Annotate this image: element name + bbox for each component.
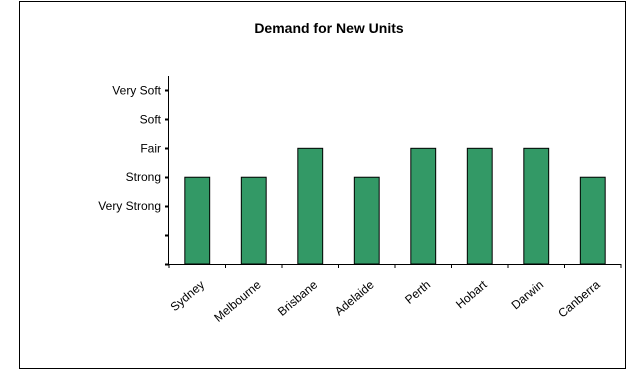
x-tick-label: Sydney: [168, 278, 208, 314]
x-axis-ticks: Sydney Melbourne Brisbane Adelaide Perth Hoba…: [168, 264, 622, 325]
y-axis-ticks: Very Strong Strong Fair Soft Very Soft: [98, 83, 169, 266]
bar: [184, 176, 211, 265]
x-tick-label: Darwin: [509, 278, 547, 313]
x-tick-label: Brisbane: [275, 277, 321, 318]
y-tick-label: Fair: [140, 141, 161, 155]
bar: [240, 176, 267, 265]
y-tick-label: Soft: [140, 112, 162, 126]
bar: [579, 176, 606, 265]
y-tick-label: Very Strong: [98, 199, 161, 213]
bar: [410, 147, 437, 265]
x-tick-label: Hobart: [453, 277, 490, 311]
y-tick-label: Strong: [126, 170, 161, 184]
axes: [168, 76, 621, 265]
bar: [523, 147, 550, 265]
x-tick-label: Canberra: [555, 277, 603, 320]
x-tick-label: Melbourne: [211, 277, 264, 324]
x-tick-label: Adelaide: [332, 277, 377, 318]
bar: [466, 147, 493, 265]
chart-title: Demand for New Units: [254, 20, 404, 36]
bar: [353, 176, 380, 265]
bar: [297, 147, 324, 265]
bars: [184, 147, 606, 265]
x-tick-label: Perth: [402, 278, 433, 307]
y-tick-label: Very Soft: [112, 83, 161, 97]
